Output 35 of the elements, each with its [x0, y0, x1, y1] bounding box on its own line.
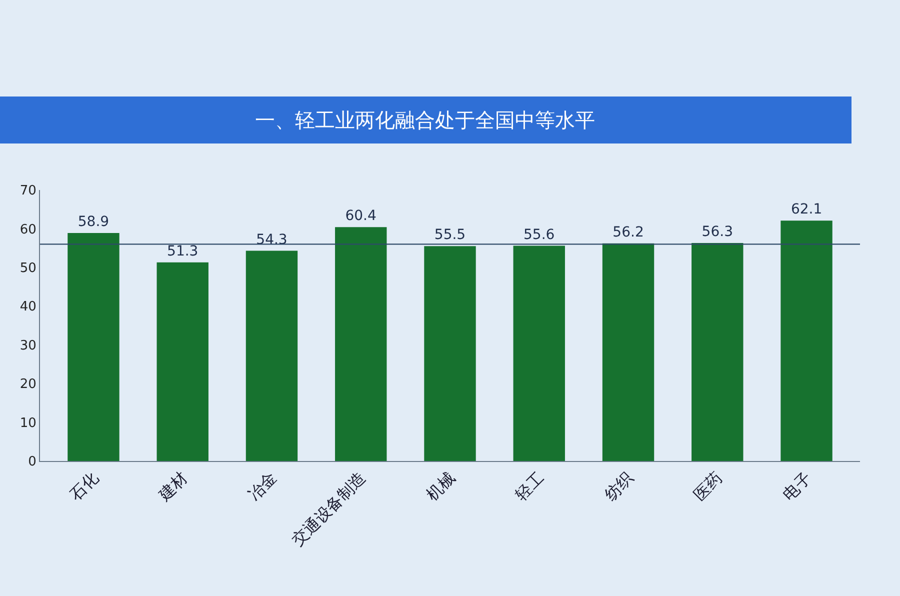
bar: [602, 243, 654, 461]
data-label: 62.1: [790, 202, 822, 218]
data-label: 55.6: [524, 226, 555, 243]
data-label: 56.3: [702, 224, 733, 240]
chart-title: 一、轻工业两化融合处于全国中等水平: [255, 108, 595, 132]
y-tick-label: 70: [20, 184, 36, 199]
x-tick-label: 电子: [778, 468, 816, 504]
x-tick-label: 轻工: [512, 468, 548, 504]
bar: [692, 243, 744, 461]
x-tick-label: 医药: [690, 468, 726, 504]
x-tick-label: 冶金: [244, 468, 280, 504]
x-tick-label: 建材: [154, 468, 192, 506]
y-tick-label: 0: [28, 454, 36, 470]
y-tick-label: 40: [20, 300, 36, 315]
data-label: 55.5: [434, 227, 466, 244]
x-tick-label: 交通设备制造: [288, 468, 370, 550]
bar: [780, 220, 832, 461]
data-label: 51.3: [167, 243, 198, 260]
bar: [68, 232, 120, 461]
y-tick-label: 50: [20, 260, 36, 276]
y-tick-label: 60: [20, 222, 36, 238]
bar: [424, 246, 476, 461]
x-tick-label: 石化: [66, 468, 102, 504]
data-label: 60.4: [345, 208, 376, 224]
bar: [513, 246, 565, 461]
data-label: 56.2: [612, 224, 644, 240]
bar: [335, 227, 387, 461]
y-tick-label: 20: [20, 377, 36, 392]
bar: [246, 250, 298, 461]
y-tick-label: 10: [20, 416, 36, 431]
y-tick-label: 30: [20, 338, 36, 354]
data-label: 58.9: [78, 214, 110, 230]
x-tick-label: 纺织: [600, 468, 637, 504]
x-tick-label: 机械: [422, 468, 458, 504]
bar: [156, 262, 208, 461]
